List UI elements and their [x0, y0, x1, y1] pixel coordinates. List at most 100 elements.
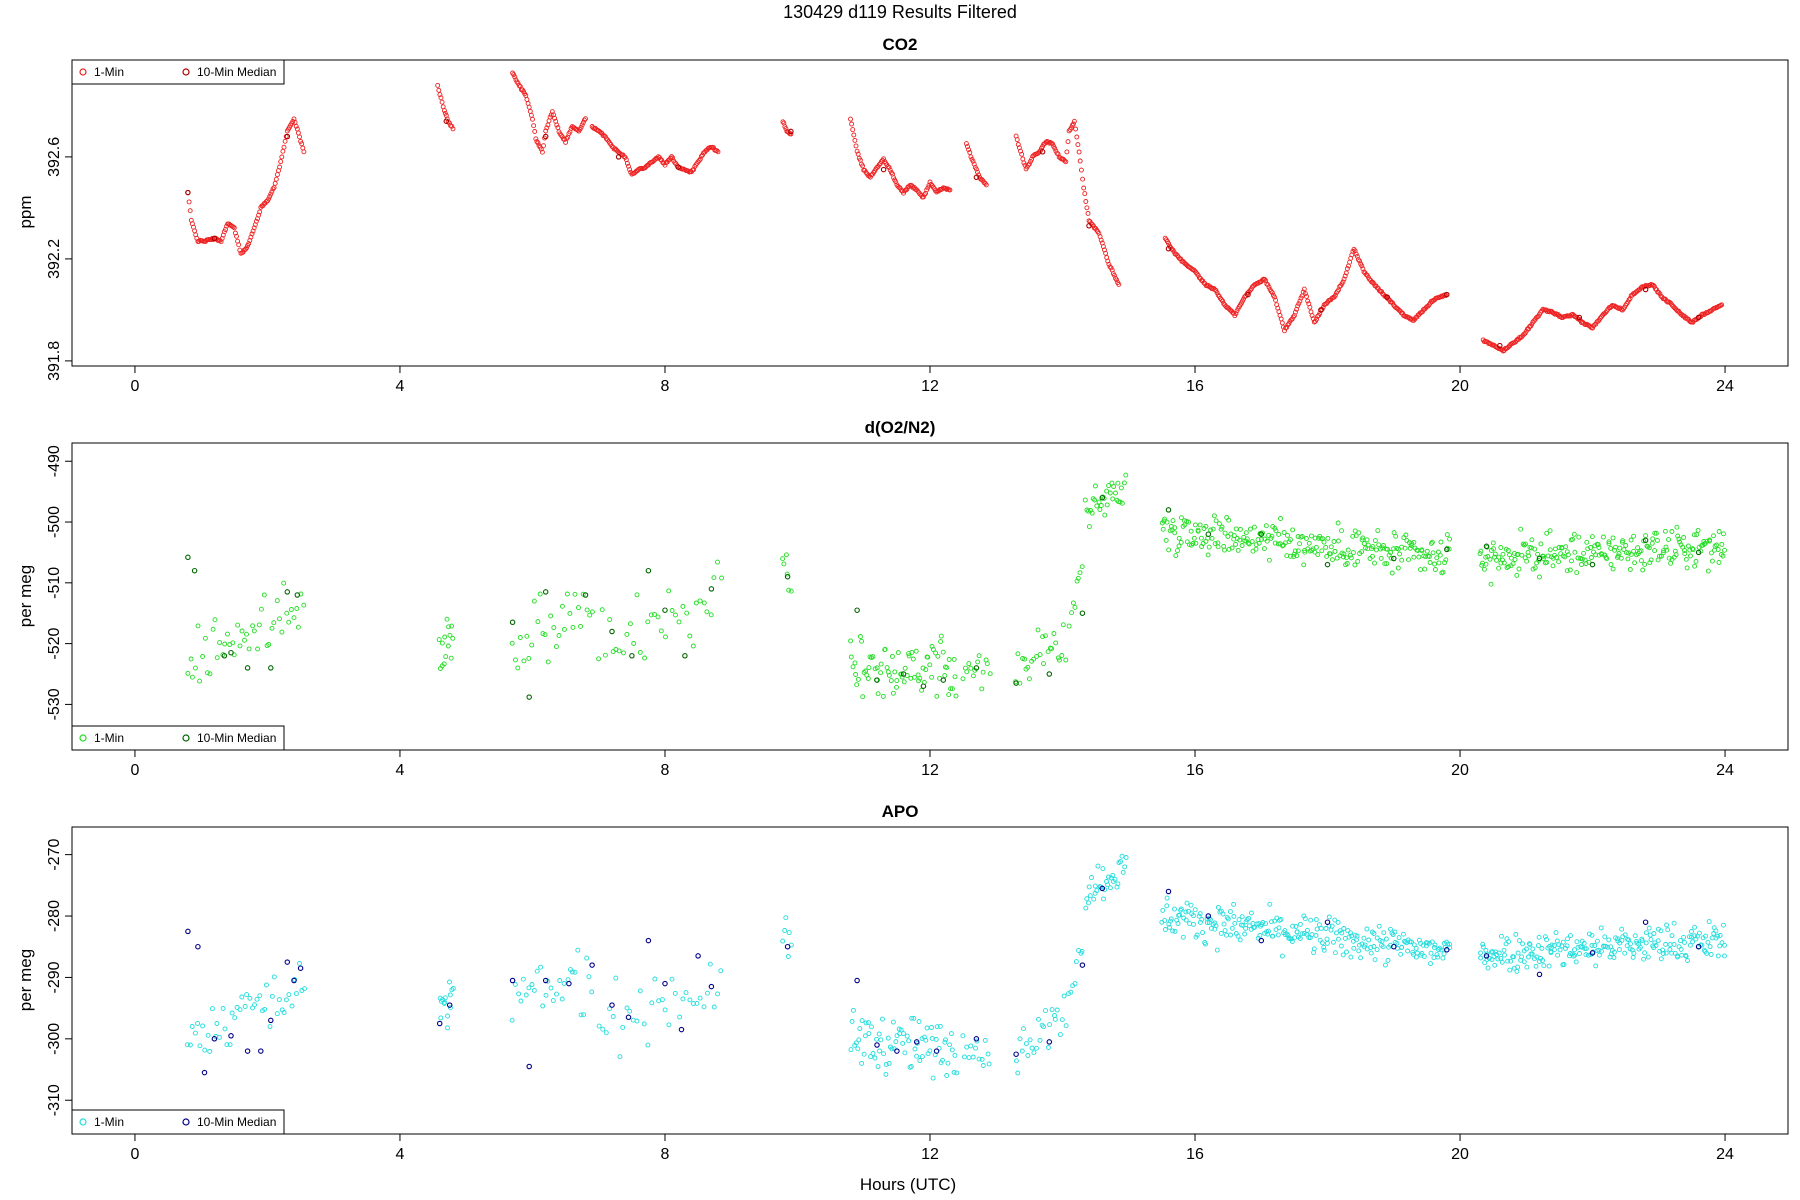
o2n2-1min-point	[666, 588, 672, 594]
co2-1min-point	[1262, 276, 1268, 282]
o2n2-1min-point	[634, 592, 640, 598]
apo-1min-point	[917, 1058, 923, 1063]
co2-1min-point	[436, 87, 442, 93]
co2-1min-point	[1285, 322, 1291, 328]
o2n2-1min-point	[447, 632, 453, 638]
co2-1min-point	[1078, 167, 1084, 173]
apo-1min-point	[704, 990, 710, 996]
apo-panel: APO per meg 0 4 8 12 16 20 24-310-300-290-280-…	[16, 802, 1789, 1163]
apo-1min-point	[1186, 908, 1191, 914]
co2-1min-point	[244, 245, 249, 251]
apo-1min-point	[1112, 876, 1118, 882]
o2n2-1min-point	[1178, 539, 1184, 545]
apo-1min-point	[1299, 931, 1305, 937]
apo-1min-point	[1561, 962, 1567, 967]
apo-1min-point	[1061, 993, 1067, 999]
apo-1min-point	[189, 1024, 195, 1029]
o2n2-1min-point	[1278, 516, 1283, 521]
co2-median-point	[1039, 149, 1046, 155]
o2n2-1min-point	[1113, 490, 1118, 496]
apo-1min-point	[586, 974, 592, 980]
o2n2-1min-point	[1388, 550, 1394, 555]
co2-median-point	[443, 118, 450, 124]
co2-1min-point	[1305, 298, 1311, 304]
co2-1min-point	[1098, 237, 1104, 243]
apo-1min-point	[1630, 954, 1636, 960]
o2n2-1min-point	[1347, 552, 1353, 558]
apo-1min-point	[450, 985, 456, 991]
apo-1min-point	[1316, 922, 1322, 928]
co2-median-point	[1642, 286, 1649, 293]
o2n2-1min-point	[1226, 517, 1232, 523]
apo-1min-point	[850, 1007, 856, 1013]
o2n2-1min-point	[551, 625, 557, 631]
o2n2-1min-point	[1335, 520, 1341, 526]
o2n2-1min-point	[1608, 562, 1614, 567]
co2-1min-point	[267, 194, 273, 199]
o2n2-1min-point	[596, 656, 602, 662]
apo-1min-point	[1564, 943, 1570, 949]
co2-1min-point	[297, 134, 302, 140]
o2n2-1min-point	[890, 690, 896, 696]
apo-1min-point	[613, 975, 619, 981]
o2n2-1min-point	[1291, 554, 1297, 559]
apo-1min-point	[1632, 933, 1638, 939]
o2n2-1min-point	[1258, 530, 1263, 536]
apo-1min-point	[1546, 963, 1552, 969]
co2-1min-point	[973, 166, 979, 172]
apo-x-tick-label: 4	[396, 1146, 405, 1163]
o2n2-1min-point	[1658, 553, 1664, 559]
o2n2-1min-point	[1045, 649, 1051, 655]
o2n2-1min-point	[1632, 560, 1638, 566]
co2-1min-point	[1212, 287, 1218, 293]
apo-1min-point	[1383, 936, 1389, 942]
co2-1min-point	[449, 123, 455, 129]
apo-1min-point	[1278, 917, 1284, 922]
o2n2-1min-point	[946, 657, 952, 662]
o2n2-1min-point	[1360, 535, 1366, 541]
apo-1min-point	[1705, 939, 1711, 945]
o2n2-1min-point	[1037, 652, 1043, 658]
o2n2-1min-point	[578, 623, 583, 629]
o2n2-1min-point	[652, 611, 657, 617]
co2-1min-point	[1379, 289, 1385, 295]
o2n2-1min-point	[1084, 507, 1090, 513]
o2n2-1min-point	[1524, 558, 1530, 564]
apo-1min-point	[1611, 949, 1617, 955]
o2n2-1min-point	[1638, 548, 1644, 554]
apo-1min-point	[1330, 939, 1336, 945]
o2n2-1min-point	[1711, 533, 1716, 539]
o2n2-1min-point	[1203, 523, 1209, 529]
apo-1min-point	[1349, 933, 1355, 939]
o2n2-1min-point	[1402, 545, 1408, 551]
o2n2-1min-point	[889, 653, 895, 659]
o2n2-1min-point	[1380, 543, 1386, 548]
o2n2-1min-point	[1365, 542, 1371, 548]
apo-1min-point	[1270, 933, 1276, 939]
apo-1min-point	[1204, 920, 1210, 926]
o2n2-1min-point	[189, 674, 195, 680]
apo-1min-point	[1583, 952, 1589, 958]
o2n2-1min-point	[1297, 541, 1302, 547]
co2-1min-point	[947, 187, 953, 193]
co2-median-point	[880, 166, 887, 173]
o2n2-1min-point	[1302, 549, 1308, 555]
apo-1min-point	[271, 974, 277, 980]
co2-1min-point	[965, 144, 970, 150]
apo-1min-point	[1227, 909, 1233, 915]
o2n2-1min-point	[899, 674, 905, 680]
o2n2-1min-point	[1617, 545, 1623, 551]
apo-1min-point	[1105, 882, 1111, 888]
o2n2-1min-point	[1701, 541, 1707, 547]
o2n2-1min-point	[1026, 676, 1032, 682]
apo-1min-point	[1432, 942, 1438, 948]
o2n2-median-point	[1046, 671, 1053, 677]
apo-1min-point	[1637, 944, 1643, 950]
co2-median-point	[1245, 291, 1251, 298]
apo-1min-point	[1178, 906, 1184, 912]
o2n2-1min-point	[1335, 538, 1341, 544]
o2n2-1min-point	[866, 665, 872, 671]
o2n2-1min-point	[1086, 524, 1092, 530]
apo-1min-point	[222, 1026, 228, 1032]
apo-1min-point	[1025, 1053, 1031, 1058]
